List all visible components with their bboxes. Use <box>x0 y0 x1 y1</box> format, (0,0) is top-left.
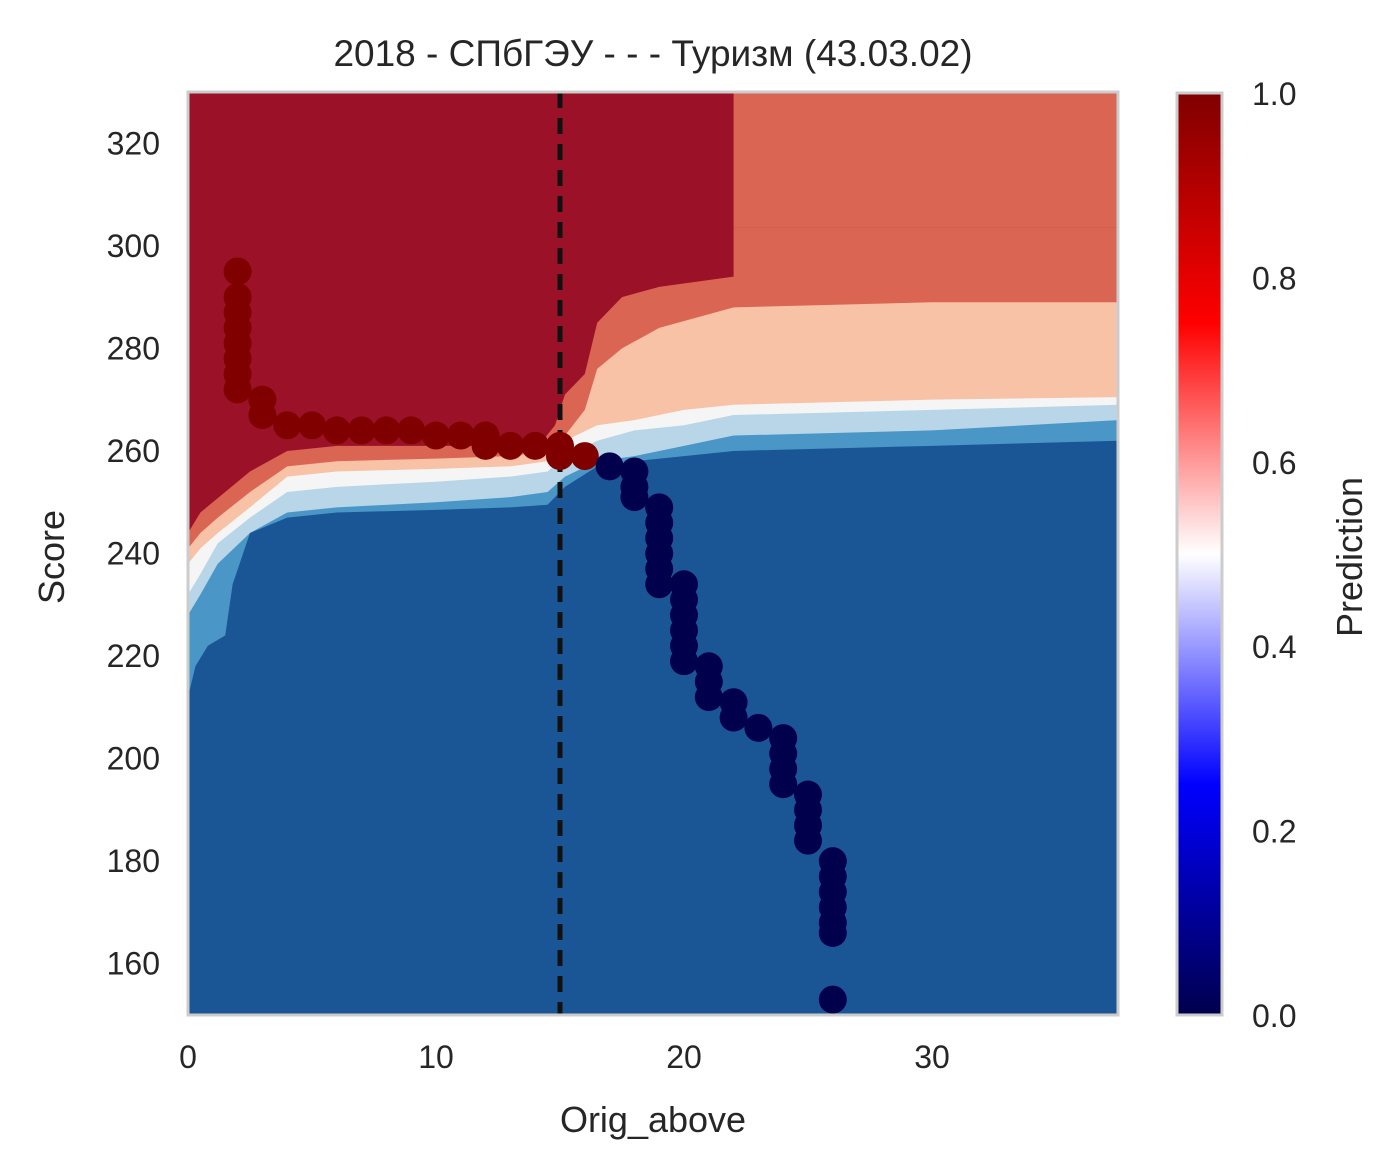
data-point <box>570 442 599 471</box>
x-tick-label: 30 <box>914 1039 950 1075</box>
data-point <box>818 985 847 1014</box>
y-tick-label: 180 <box>107 843 160 879</box>
colorbar-label: Prediction <box>1329 477 1370 637</box>
colorbar-tick-label: 0.2 <box>1252 814 1296 850</box>
x-axis-label: Orig_above <box>560 1099 746 1140</box>
colorbar-tick-label: 0.0 <box>1252 998 1296 1034</box>
y-tick-label: 320 <box>107 125 160 161</box>
colorbar-tick-label: 0.4 <box>1252 629 1296 665</box>
data-point <box>546 442 574 471</box>
contour-regions <box>188 92 1118 1015</box>
data-point <box>248 401 277 430</box>
data-point <box>471 431 500 460</box>
y-tick-label: 220 <box>107 638 160 674</box>
data-point <box>372 416 401 445</box>
data-point <box>719 703 748 732</box>
y-tick-label: 300 <box>107 228 160 264</box>
data-point <box>298 411 326 440</box>
data-point <box>818 918 847 947</box>
colorbar-tick-label: 0.8 <box>1252 260 1296 296</box>
data-point <box>347 416 376 445</box>
y-axis-label: Score <box>31 510 72 604</box>
colorbar-tick-label: 1.0 <box>1252 76 1296 112</box>
region-level-5-corner <box>733 92 1118 228</box>
x-tick-label: 0 <box>179 1039 197 1075</box>
data-point <box>670 647 698 676</box>
y-tick-label: 260 <box>107 433 160 469</box>
y-tick-label: 160 <box>107 946 160 982</box>
data-point <box>223 257 252 286</box>
data-point <box>322 416 351 445</box>
data-point <box>422 421 450 450</box>
data-point <box>645 570 674 599</box>
data-point <box>223 375 252 404</box>
data-point <box>595 452 624 481</box>
data-point <box>694 683 723 712</box>
data-point <box>620 483 649 512</box>
y-axis-ticks: 160 180 200 220 240 260 280 300 320 <box>107 125 160 981</box>
data-point <box>769 770 798 799</box>
data-point <box>794 826 822 855</box>
colorbar-tick-label: 0.6 <box>1252 445 1296 481</box>
y-tick-label: 280 <box>107 330 160 366</box>
data-point <box>521 431 550 460</box>
plot-area <box>188 92 1118 1015</box>
data-points <box>223 257 847 1014</box>
colorbar-ticks: 0.0 0.2 0.4 0.6 0.8 1.0 <box>1252 76 1296 1034</box>
plot-frame <box>186 90 1120 1017</box>
data-point <box>397 416 426 445</box>
region-level-0 <box>188 440 1118 1015</box>
x-tick-label: 10 <box>418 1039 454 1075</box>
data-point <box>273 411 302 440</box>
y-tick-label: 200 <box>107 741 160 777</box>
x-tick-label: 20 <box>666 1039 702 1075</box>
x-axis-ticks: 0 10 20 30 <box>179 1039 950 1075</box>
colorbar <box>1175 91 1224 1017</box>
y-tick-label: 240 <box>107 536 160 572</box>
chart-title: 2018 - СПбГЭУ - - - Туризм (43.03.02) <box>333 33 972 74</box>
data-point <box>744 713 773 742</box>
data-point <box>446 421 475 450</box>
data-point <box>496 431 525 460</box>
